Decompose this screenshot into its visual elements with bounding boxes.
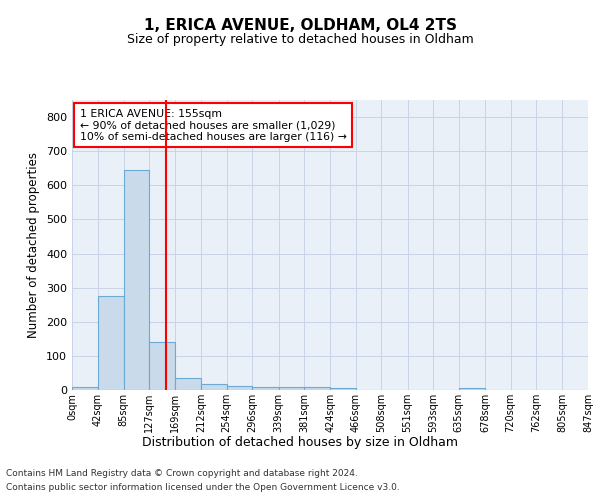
Bar [331,388,356,390]
Bar [304,386,331,390]
Bar [227,386,253,390]
Bar [149,342,175,390]
Bar [72,388,98,390]
Text: Contains HM Land Registry data © Crown copyright and database right 2024.: Contains HM Land Registry data © Crown c… [6,468,358,477]
Y-axis label: Number of detached properties: Number of detached properties [28,152,40,338]
Bar [459,388,485,390]
Bar [175,378,201,390]
Bar [278,386,304,390]
Text: Distribution of detached houses by size in Oldham: Distribution of detached houses by size … [142,436,458,449]
Bar [253,386,278,390]
Text: 1, ERICA AVENUE, OLDHAM, OL4 2TS: 1, ERICA AVENUE, OLDHAM, OL4 2TS [143,18,457,32]
Bar [124,170,149,390]
Bar [98,296,124,390]
Bar [201,384,227,390]
Text: 1 ERICA AVENUE: 155sqm
← 90% of detached houses are smaller (1,029)
10% of semi-: 1 ERICA AVENUE: 155sqm ← 90% of detached… [80,108,347,142]
Text: Contains public sector information licensed under the Open Government Licence v3: Contains public sector information licen… [6,484,400,492]
Text: Size of property relative to detached houses in Oldham: Size of property relative to detached ho… [127,32,473,46]
